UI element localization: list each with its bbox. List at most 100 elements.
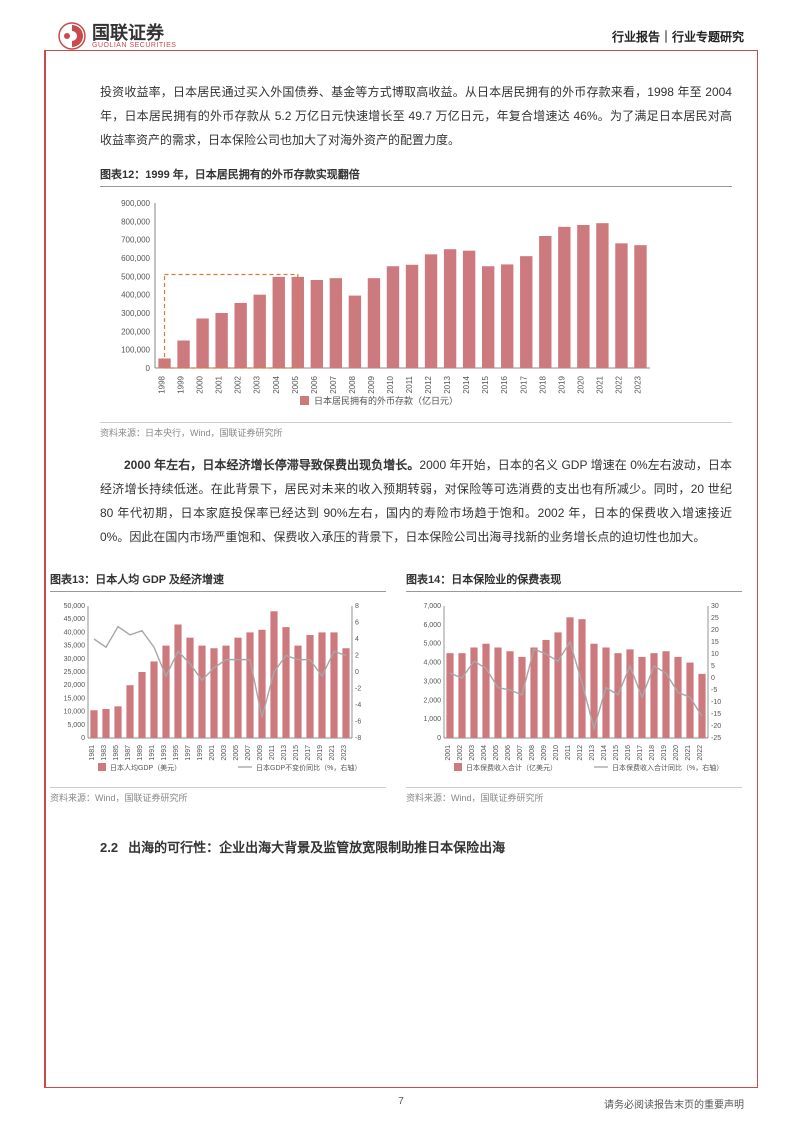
- svg-text:2015: 2015: [481, 375, 490, 393]
- svg-text:2022: 2022: [614, 375, 623, 393]
- svg-text:2001: 2001: [445, 745, 452, 761]
- svg-text:10: 10: [711, 651, 719, 658]
- svg-text:25: 25: [711, 615, 719, 622]
- svg-text:10,000: 10,000: [64, 709, 86, 716]
- svg-text:200,000: 200,000: [121, 327, 150, 336]
- svg-text:2018: 2018: [538, 375, 547, 393]
- svg-text:1995: 1995: [173, 745, 180, 761]
- svg-text:2017: 2017: [305, 745, 312, 761]
- svg-text:2010: 2010: [553, 745, 560, 761]
- svg-text:2003: 2003: [221, 745, 228, 761]
- svg-text:900,000: 900,000: [121, 199, 150, 208]
- logo-text-cn: 国联证券: [92, 24, 176, 42]
- header-category: 行业报告｜行业专题研究: [612, 28, 744, 45]
- svg-text:100,000: 100,000: [121, 346, 150, 355]
- svg-text:2018: 2018: [649, 745, 656, 761]
- svg-text:1999: 1999: [197, 745, 204, 761]
- svg-text:2003: 2003: [253, 375, 262, 393]
- svg-text:2005: 2005: [493, 745, 500, 761]
- svg-text:2014: 2014: [601, 745, 608, 761]
- svg-text:1983: 1983: [101, 745, 108, 761]
- svg-text:-2: -2: [355, 686, 361, 693]
- svg-text:2019: 2019: [317, 745, 324, 761]
- svg-text:20: 20: [711, 627, 719, 634]
- svg-text:15: 15: [711, 639, 719, 646]
- svg-text:-20: -20: [711, 723, 721, 730]
- svg-text:1998: 1998: [158, 375, 167, 393]
- svg-text:7,000: 7,000: [423, 603, 441, 610]
- svg-text:2023: 2023: [633, 375, 642, 393]
- svg-text:2001: 2001: [209, 745, 216, 761]
- svg-text:2009: 2009: [541, 745, 548, 761]
- svg-text:1989: 1989: [137, 745, 144, 761]
- svg-text:6: 6: [355, 620, 359, 627]
- svg-text:2020: 2020: [673, 745, 680, 761]
- svg-text:15,000: 15,000: [64, 695, 86, 702]
- figure13-source: 资料来源：Wind，国联证券研究所: [50, 787, 386, 804]
- svg-text:2009: 2009: [257, 745, 264, 761]
- svg-text:2011: 2011: [269, 745, 276, 760]
- svg-text:2: 2: [355, 653, 359, 660]
- svg-text:5,000: 5,000: [67, 722, 85, 729]
- svg-text:2004: 2004: [272, 375, 281, 393]
- svg-text:2016: 2016: [500, 375, 509, 393]
- svg-text:2004: 2004: [481, 745, 488, 761]
- svg-text:2006: 2006: [310, 375, 319, 393]
- figure13-col: 图表13：日本人均 GDP 及经济增速 05,00010,00015,00020…: [50, 563, 386, 818]
- svg-text:2015: 2015: [293, 745, 300, 761]
- svg-text:0: 0: [355, 669, 359, 676]
- svg-text:2019: 2019: [661, 745, 668, 761]
- svg-text:日本保费收入合计（亿美元）: 日本保费收入合计（亿美元）: [466, 763, 557, 772]
- svg-text:-25: -25: [711, 735, 721, 742]
- svg-text:2012: 2012: [577, 745, 584, 761]
- svg-text:2003: 2003: [469, 745, 476, 761]
- svg-text:50,000: 50,000: [64, 603, 86, 610]
- svg-text:-10: -10: [711, 699, 721, 706]
- svg-text:2013: 2013: [589, 745, 596, 761]
- figure12-underline: [100, 186, 732, 187]
- svg-text:25,000: 25,000: [64, 669, 86, 676]
- svg-text:5,000: 5,000: [423, 641, 441, 648]
- svg-text:8: 8: [355, 603, 359, 610]
- svg-text:2011: 2011: [565, 745, 572, 760]
- svg-text:30,000: 30,000: [64, 656, 86, 663]
- svg-text:-5: -5: [711, 687, 717, 694]
- svg-text:2020: 2020: [576, 375, 585, 393]
- svg-text:400,000: 400,000: [121, 291, 150, 300]
- figure13-underline: [50, 591, 386, 592]
- svg-text:1993: 1993: [161, 745, 168, 761]
- svg-text:600,000: 600,000: [121, 254, 150, 263]
- svg-text:4,000: 4,000: [423, 660, 441, 667]
- svg-text:-15: -15: [711, 711, 721, 718]
- svg-text:2017: 2017: [637, 745, 644, 761]
- logo: 国联证券 GUOLIAN SECURITIES: [58, 22, 176, 50]
- footer-notice: 请务必阅读报告末页的重要声明: [604, 1096, 744, 1111]
- section-num: 2.2: [100, 838, 118, 859]
- page-header: 国联证券 GUOLIAN SECURITIES 行业报告｜行业专题研究: [58, 22, 744, 50]
- svg-text:1987: 1987: [125, 745, 132, 761]
- svg-text:35,000: 35,000: [64, 643, 86, 650]
- svg-text:日本居民拥有的外币存款（亿日元）: 日本居民拥有的外币存款（亿日元）: [314, 395, 458, 406]
- svg-text:2016: 2016: [625, 745, 632, 761]
- page-right-border: [757, 50, 758, 1088]
- svg-text:2006: 2006: [505, 745, 512, 761]
- svg-text:2007: 2007: [329, 375, 338, 393]
- chart13-svg: 0 5,000 10,000 15,000 20,000 25,000 30,000 35,0…: [50, 598, 380, 778]
- svg-text:2014: 2014: [462, 375, 471, 393]
- page-footer: 7 请务必阅读报告末页的重要声明: [58, 1096, 744, 1111]
- svg-text:4: 4: [355, 636, 359, 643]
- figure14-source: 资料来源：Wind，国联证券研究所: [406, 787, 742, 804]
- main-content: 投资收益率，日本居民通过买入外国债券、基金等方式博取高收益。从日本居民拥有的外币…: [100, 80, 732, 859]
- svg-text:1,000: 1,000: [423, 716, 441, 723]
- figure14-title: 图表14：日本保险业的保费表现: [406, 571, 742, 587]
- svg-text:0: 0: [146, 364, 151, 373]
- figure12-title: 图表12：1999 年，日本居民拥有的外币存款实现翻倍: [100, 166, 732, 182]
- svg-text:20,000: 20,000: [64, 682, 86, 689]
- paragraph-1: 投资收益率，日本居民通过买入外国债券、基金等方式博取高收益。从日本居民拥有的外币…: [100, 80, 732, 152]
- svg-text:1991: 1991: [149, 745, 156, 761]
- svg-text:2,000: 2,000: [423, 697, 441, 704]
- svg-text:2022: 2022: [697, 745, 704, 761]
- svg-text:800,000: 800,000: [121, 217, 150, 226]
- svg-text:2005: 2005: [291, 375, 300, 393]
- svg-text:-4: -4: [355, 702, 361, 709]
